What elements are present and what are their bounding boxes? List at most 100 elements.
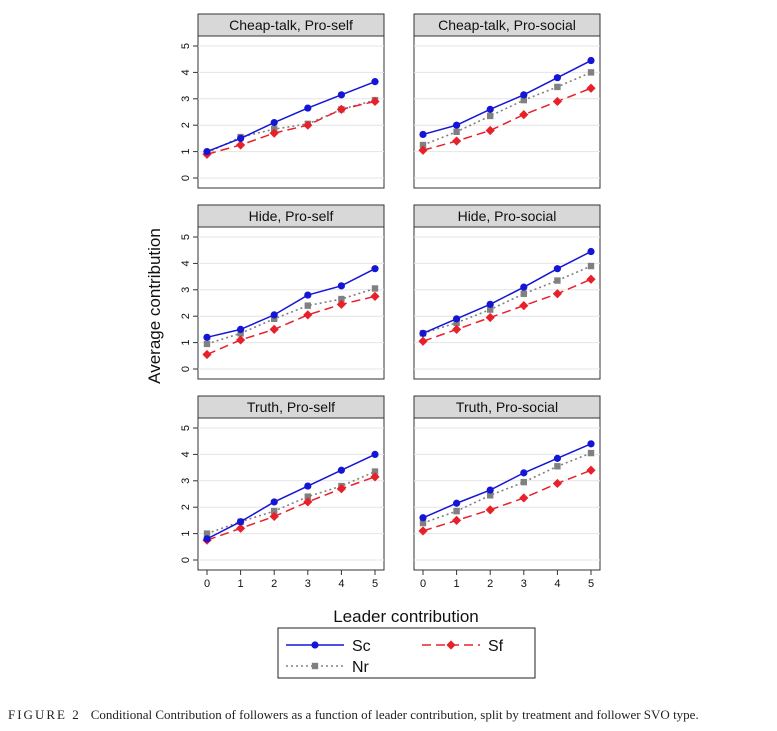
series-line [422,278,592,342]
series-sf [202,96,380,159]
x-tick-label: 2 [271,578,277,590]
caption-label: FIGURE 2 [8,707,81,722]
data-point [586,83,596,93]
data-point [453,499,461,507]
data-point [418,336,428,346]
data-point [586,274,596,284]
legend-label: Sc [352,638,371,655]
x-axis-1: 0 1 2 3 4 5 [420,570,594,590]
data-point [453,128,460,135]
data-point [202,349,212,360]
data-point [337,91,345,99]
y-tick-label: 0 [180,366,192,372]
data-point [553,265,562,273]
series-sc [419,56,595,139]
panel-plot-area [197,226,385,380]
data-point [304,482,312,490]
data-point [304,291,312,299]
series-line [206,99,376,154]
series-line [422,469,592,532]
data-point [370,291,380,301]
series-sf [202,472,380,545]
caption-text: Conditional Contribution of followers as… [90,707,699,722]
data-point [203,530,211,537]
data-point [237,330,244,337]
data-point [520,96,527,104]
series-sf [202,291,380,360]
legend-label: Sf [488,638,504,655]
series-sc [203,450,379,543]
data-point [519,110,529,120]
y-tick-label: 1 [180,149,192,155]
y-axis-label: Average contribution [145,228,164,384]
data-point [520,91,528,99]
data-point [520,290,527,297]
data-point [453,121,461,129]
data-point [554,83,561,91]
series-sf [418,465,596,536]
data-point [203,535,211,543]
data-point [236,335,246,345]
data-point [237,325,245,333]
data-point [485,125,495,136]
panel-title: Cheap-talk, Pro-social [438,17,576,33]
y-tick-label: 3 [180,287,192,293]
panel-1: Cheap-talk, Pro-social [413,13,601,189]
data-point [370,96,380,107]
legend-entry-nr: Nr [286,659,370,676]
data-point [418,145,428,155]
y-tick-label: 2 [180,504,192,510]
x-tick-label: 3 [521,578,527,590]
x-tick-label: 4 [554,578,560,590]
legend-box [277,627,536,679]
panel-plot-area [413,35,601,189]
figure-caption: FIGURE 2 Conditional Contribution of foll… [8,707,773,723]
data-point [452,515,462,525]
data-point [371,265,379,273]
data-point [587,56,595,65]
data-point [587,247,595,256]
panel-4: Truth, Pro-self [197,395,385,571]
panel-2: Hide, Pro-self [197,204,385,380]
y-tick-label: 2 [180,122,192,128]
x-tick-label: 0 [420,578,426,590]
y-tick-label: 4 [180,69,192,75]
series-sc [419,440,595,522]
data-point [270,498,278,506]
x-tick-label: 1 [454,578,460,590]
y-axis-1: 0 1 2 3 4 5 [180,234,198,372]
data-point [487,492,494,499]
data-point [269,511,279,522]
series-line [206,453,376,540]
data-point [487,112,494,120]
data-point [587,262,595,270]
series-line [422,452,592,524]
data-point [236,523,246,533]
legend-entry-sf: Sf [422,638,504,655]
x-tick-label: 2 [487,578,493,590]
data-point [237,134,245,142]
series-line [206,80,376,153]
data-point [452,136,462,146]
data-point [370,472,380,482]
data-point [553,74,562,82]
data-point [418,526,428,536]
data-point [519,301,529,311]
data-point [419,141,427,149]
data-point [587,440,595,448]
y-tick-label: 5 [180,425,192,431]
y-tick-label: 3 [180,96,192,102]
panel-title: Truth, Pro-social [456,399,558,415]
data-point [453,507,460,515]
y-tick-label: 5 [180,234,192,240]
legend-marker [446,640,456,650]
y-tick-label: 5 [180,43,192,49]
data-point [520,283,528,291]
y-tick-label: 2 [180,313,192,319]
panels-layer: Cheap-talk, Pro-self Cheap-talk, Pro-soci… [197,13,601,571]
series-nr [419,449,595,527]
panel-5: Truth, Pro-social [413,395,601,571]
data-point [270,118,278,127]
data-point [520,478,527,486]
x-tick-label: 5 [372,578,378,590]
